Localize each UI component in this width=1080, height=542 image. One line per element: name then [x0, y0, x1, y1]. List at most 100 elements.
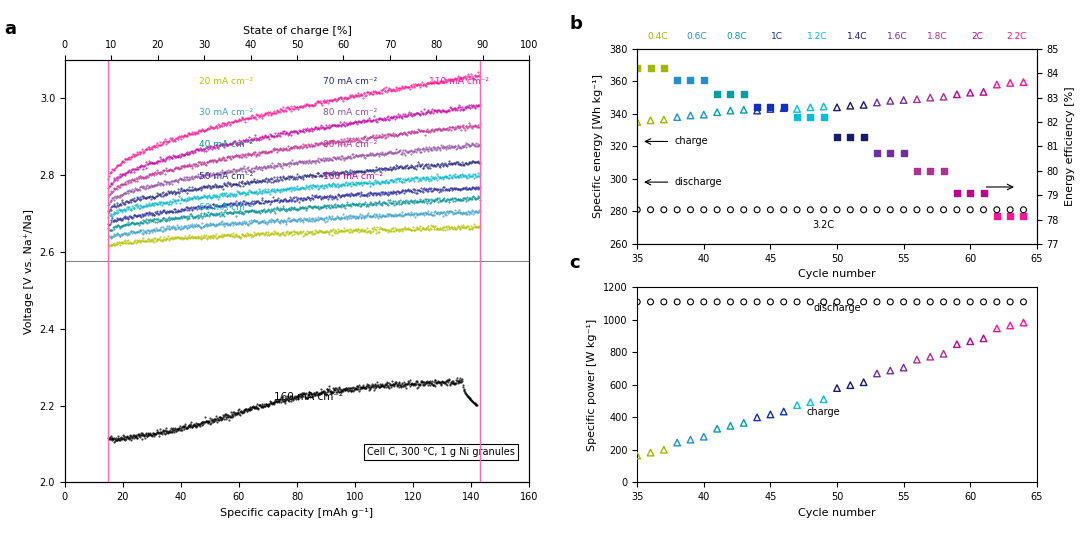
Point [748, 103, 766, 112]
Point [681, 205, 699, 214]
Point [721, 90, 739, 99]
Point [696, 110, 713, 119]
Point [788, 105, 806, 113]
Point [629, 298, 646, 306]
Point [828, 103, 846, 112]
Point [935, 166, 953, 175]
Point [788, 205, 806, 214]
Point [629, 205, 646, 214]
Point [828, 205, 846, 214]
Point [921, 93, 939, 102]
Point [975, 87, 993, 96]
Point [975, 189, 993, 198]
Point [735, 90, 753, 99]
Point [815, 298, 833, 306]
Point [656, 298, 673, 306]
Point [988, 298, 1005, 306]
Point [908, 166, 926, 175]
Point [815, 113, 833, 121]
Point [868, 205, 886, 214]
Text: 60 mA cm⁻²: 60 mA cm⁻² [200, 203, 254, 212]
Point [669, 113, 686, 121]
Point [881, 96, 899, 105]
Point [948, 205, 966, 214]
Point [629, 451, 646, 460]
Text: 110 mA cm⁻²: 110 mA cm⁻² [430, 76, 489, 86]
Point [895, 95, 913, 104]
Point [935, 92, 953, 101]
Text: 160 mA cm⁻²: 160 mA cm⁻² [274, 392, 342, 402]
Point [1015, 318, 1032, 327]
Text: 1C: 1C [771, 32, 783, 41]
Point [988, 80, 1005, 89]
X-axis label: Cycle number: Cycle number [798, 508, 876, 518]
Point [721, 106, 739, 115]
Text: 90 mA cm⁻²: 90 mA cm⁻² [323, 140, 377, 149]
Text: b: b [569, 15, 582, 33]
Point [841, 381, 859, 390]
Point [988, 205, 1005, 214]
Point [629, 64, 646, 73]
Point [855, 205, 873, 214]
Point [935, 298, 953, 306]
Point [696, 433, 713, 441]
Y-axis label: Energy efficiency [%]: Energy efficiency [%] [1065, 87, 1075, 206]
Point [669, 438, 686, 447]
Point [921, 205, 939, 214]
Point [696, 75, 713, 84]
Point [748, 205, 766, 214]
Point [708, 205, 726, 214]
Point [788, 298, 806, 306]
Point [775, 103, 793, 112]
Y-axis label: Specific energy [Wh kg⁻¹]: Specific energy [Wh kg⁻¹] [593, 74, 604, 218]
Point [961, 189, 978, 198]
Point [815, 102, 833, 111]
Point [961, 298, 978, 306]
Point [775, 407, 793, 416]
Point [855, 100, 873, 109]
Point [868, 98, 886, 107]
Point [975, 334, 993, 343]
Point [735, 205, 753, 214]
Text: 1.4C: 1.4C [847, 32, 867, 41]
Text: 1.8C: 1.8C [927, 32, 947, 41]
Point [681, 298, 699, 306]
Point [855, 298, 873, 306]
Point [721, 422, 739, 430]
Text: c: c [569, 254, 580, 272]
Text: charge: charge [807, 407, 840, 417]
Point [642, 205, 659, 214]
Text: 1.2C: 1.2C [807, 32, 827, 41]
Text: 40 mA cm⁻²: 40 mA cm⁻² [200, 140, 254, 149]
Text: 3.2C: 3.2C [812, 220, 835, 230]
Point [988, 212, 1005, 221]
Point [801, 103, 819, 112]
Text: 0.8C: 0.8C [727, 32, 747, 41]
Point [748, 106, 766, 115]
Point [669, 298, 686, 306]
Point [721, 205, 739, 214]
Text: 0.4C: 0.4C [647, 32, 667, 41]
Text: charge: charge [675, 137, 708, 146]
Point [1001, 205, 1018, 214]
Point [828, 298, 846, 306]
Point [841, 205, 859, 214]
Point [669, 75, 686, 84]
Point [761, 410, 779, 419]
Text: discharge: discharge [813, 303, 861, 313]
Text: a: a [4, 20, 16, 38]
Point [895, 149, 913, 157]
X-axis label: State of charge [%]: State of charge [%] [243, 27, 351, 36]
Point [681, 75, 699, 84]
Point [761, 298, 779, 306]
Point [895, 363, 913, 372]
Point [948, 340, 966, 349]
Point [629, 118, 646, 126]
Point [841, 132, 859, 141]
Text: 30 mA cm⁻²: 30 mA cm⁻² [200, 108, 254, 117]
Text: 0.6C: 0.6C [687, 32, 707, 41]
Point [775, 205, 793, 214]
Point [881, 205, 899, 214]
Point [642, 448, 659, 457]
Point [935, 350, 953, 358]
